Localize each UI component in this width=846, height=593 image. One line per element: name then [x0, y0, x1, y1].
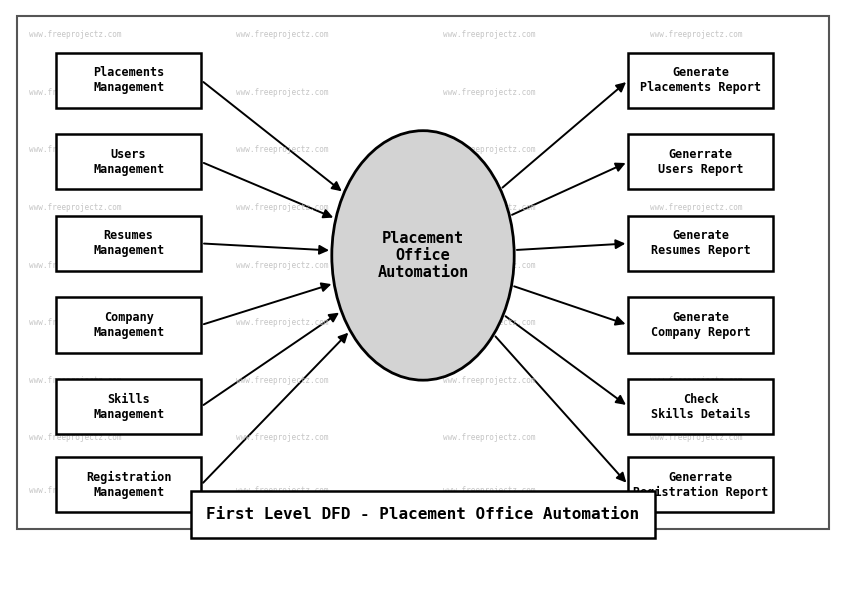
Text: www.freeprojectz.com: www.freeprojectz.com — [443, 318, 536, 327]
Text: www.freeprojectz.com: www.freeprojectz.com — [443, 260, 536, 269]
Text: www.freeprojectz.com: www.freeprojectz.com — [443, 30, 536, 39]
Text: www.freeprojectz.com: www.freeprojectz.com — [651, 260, 743, 269]
FancyBboxPatch shape — [56, 134, 201, 189]
Text: www.freeprojectz.com: www.freeprojectz.com — [651, 433, 743, 442]
Text: Placement
Office
Automation: Placement Office Automation — [377, 231, 469, 280]
Text: www.freeprojectz.com: www.freeprojectz.com — [443, 376, 536, 385]
Text: www.freeprojectz.com: www.freeprojectz.com — [29, 30, 121, 39]
Text: www.freeprojectz.com: www.freeprojectz.com — [29, 145, 121, 154]
FancyBboxPatch shape — [629, 53, 773, 108]
Text: Placements
Management: Placements Management — [93, 66, 164, 94]
FancyBboxPatch shape — [56, 298, 201, 353]
FancyBboxPatch shape — [629, 216, 773, 271]
Text: www.freeprojectz.com: www.freeprojectz.com — [651, 145, 743, 154]
Text: www.freeprojectz.com: www.freeprojectz.com — [236, 145, 328, 154]
FancyBboxPatch shape — [56, 379, 201, 434]
FancyBboxPatch shape — [629, 134, 773, 189]
Text: www.freeprojectz.com: www.freeprojectz.com — [443, 88, 536, 97]
Text: www.freeprojectz.com: www.freeprojectz.com — [236, 260, 328, 269]
Text: Generrate
Users Report: Generrate Users Report — [658, 148, 744, 176]
Text: www.freeprojectz.com: www.freeprojectz.com — [29, 433, 121, 442]
Text: www.freeprojectz.com: www.freeprojectz.com — [236, 486, 328, 495]
Text: Resumes
Management: Resumes Management — [93, 229, 164, 257]
FancyBboxPatch shape — [56, 53, 201, 108]
Text: www.freeprojectz.com: www.freeprojectz.com — [651, 486, 743, 495]
Text: www.freeprojectz.com: www.freeprojectz.com — [236, 376, 328, 385]
FancyBboxPatch shape — [629, 298, 773, 353]
Text: Users
Management: Users Management — [93, 148, 164, 176]
Text: www.freeprojectz.com: www.freeprojectz.com — [443, 433, 536, 442]
Text: www.freeprojectz.com: www.freeprojectz.com — [651, 376, 743, 385]
Text: Generate
Resumes Report: Generate Resumes Report — [651, 229, 750, 257]
Ellipse shape — [332, 130, 514, 380]
Text: www.freeprojectz.com: www.freeprojectz.com — [651, 88, 743, 97]
Text: www.freeprojectz.com: www.freeprojectz.com — [29, 203, 121, 212]
Text: Generate
Company Report: Generate Company Report — [651, 311, 750, 339]
Text: www.freeprojectz.com: www.freeprojectz.com — [29, 88, 121, 97]
Text: www.freeprojectz.com: www.freeprojectz.com — [236, 318, 328, 327]
FancyBboxPatch shape — [56, 457, 201, 512]
Text: www.freeprojectz.com: www.freeprojectz.com — [651, 30, 743, 39]
FancyBboxPatch shape — [191, 490, 655, 538]
Text: www.freeprojectz.com: www.freeprojectz.com — [236, 30, 328, 39]
Text: www.freeprojectz.com: www.freeprojectz.com — [443, 486, 536, 495]
Text: www.freeprojectz.com: www.freeprojectz.com — [443, 203, 536, 212]
Text: Registration
Management: Registration Management — [86, 471, 172, 499]
Text: www.freeprojectz.com: www.freeprojectz.com — [236, 433, 328, 442]
FancyBboxPatch shape — [629, 379, 773, 434]
FancyBboxPatch shape — [56, 216, 201, 271]
Text: www.freeprojectz.com: www.freeprojectz.com — [236, 203, 328, 212]
Text: Generate
Placements Report: Generate Placements Report — [640, 66, 761, 94]
Text: Generrate
Registration Report: Generrate Registration Report — [633, 471, 768, 499]
Text: Check
Skills Details: Check Skills Details — [651, 393, 750, 420]
Text: www.freeprojectz.com: www.freeprojectz.com — [29, 376, 121, 385]
Text: www.freeprojectz.com: www.freeprojectz.com — [651, 318, 743, 327]
Text: Skills
Management: Skills Management — [93, 393, 164, 420]
Text: www.freeprojectz.com: www.freeprojectz.com — [651, 203, 743, 212]
Text: First Level DFD - Placement Office Automation: First Level DFD - Placement Office Autom… — [206, 507, 640, 522]
Text: www.freeprojectz.com: www.freeprojectz.com — [29, 260, 121, 269]
Text: www.freeprojectz.com: www.freeprojectz.com — [29, 318, 121, 327]
Text: www.freeprojectz.com: www.freeprojectz.com — [443, 145, 536, 154]
FancyBboxPatch shape — [629, 457, 773, 512]
Text: www.freeprojectz.com: www.freeprojectz.com — [236, 88, 328, 97]
Text: www.freeprojectz.com: www.freeprojectz.com — [29, 486, 121, 495]
Text: Company
Management: Company Management — [93, 311, 164, 339]
